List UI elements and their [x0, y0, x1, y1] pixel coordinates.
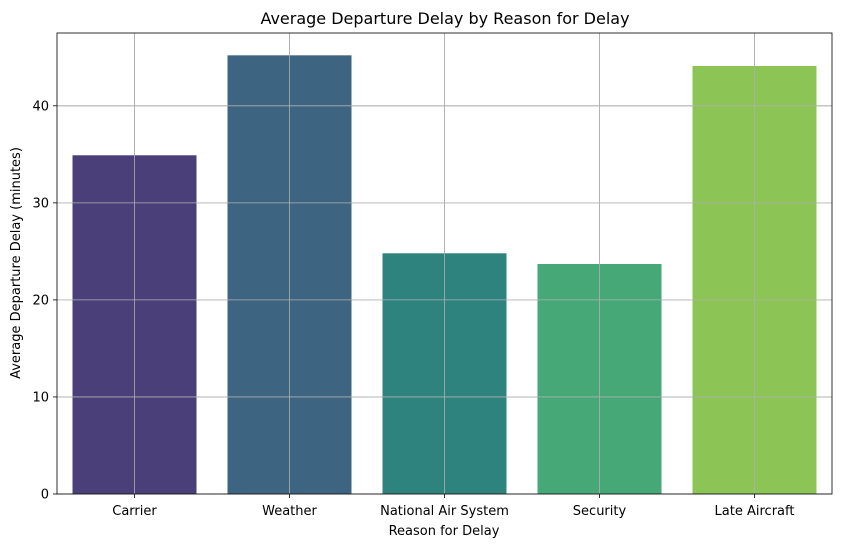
y-tick-label: 0	[41, 488, 49, 503]
chart-title: Average Departure Delay by Reason for De…	[260, 9, 629, 28]
y-tick-label: 10	[32, 390, 49, 405]
y-tick-label: 30	[32, 196, 49, 211]
x-tick-label: National Air System	[380, 504, 509, 519]
x-tick-label: Weather	[262, 504, 317, 519]
y-tick-label: 40	[32, 99, 49, 114]
x-axis-title: Reason for Delay	[389, 524, 500, 539]
axes: 0 10 20 30 40 Carrier Weather National Air Syst…	[32, 32, 833, 519]
y-axis-title: Average Departure Delay (minutes)	[9, 147, 24, 379]
x-tick-label: Late Aircraft	[715, 504, 795, 519]
bars	[57, 33, 832, 495]
x-tick-label: Carrier	[112, 504, 157, 519]
y-tick-label: 20	[32, 293, 49, 308]
plot-frame	[56, 32, 833, 495]
x-tick-label: Security	[573, 504, 627, 519]
